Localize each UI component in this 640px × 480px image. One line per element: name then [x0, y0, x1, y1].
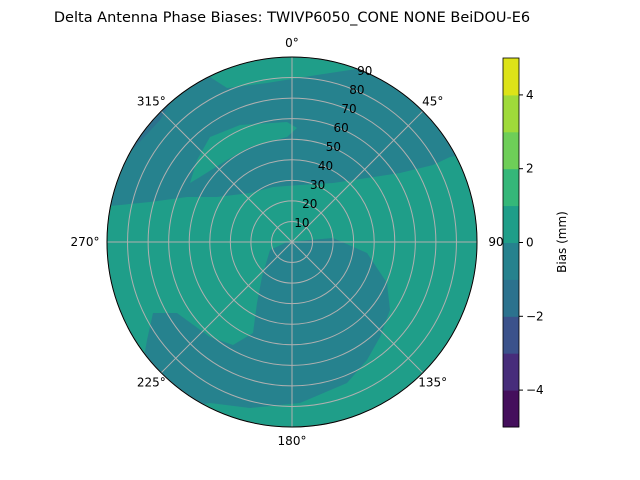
angular-gridline	[291, 241, 424, 374]
contour-region-minus1-to-0	[140, 238, 390, 410]
radial-tick-labels: 10 20 30 40 50 60 70 80 90	[294, 64, 372, 230]
angular-tick-label: 270°	[71, 235, 100, 249]
radial-tick-label: 40	[318, 159, 333, 173]
angular-tick-label: 225°	[137, 376, 166, 390]
colorbar-label: Bias (mm)	[555, 211, 569, 273]
angular-tick-label: 315°	[137, 94, 166, 108]
colorbar-tick-label: −4	[526, 383, 544, 397]
radial-tick-label: 90	[357, 64, 372, 78]
radial-tick-label: 70	[341, 102, 356, 116]
colorbar-bin	[503, 131, 519, 170]
angular-gridline	[160, 110, 293, 243]
colorbar-bin	[503, 58, 519, 96]
colorbar: −4 −2 0 2 4	[502, 57, 544, 428]
colorbar-bin	[503, 242, 519, 280]
colorbar-bin	[503, 316, 519, 354]
colorbar-tick-label: 0	[526, 236, 534, 250]
colorbar-bin	[503, 168, 519, 207]
polar-grid	[106, 56, 478, 428]
radial-tick-label: 30	[310, 178, 325, 192]
colorbar-bin	[503, 205, 519, 243]
angular-gridline	[160, 241, 293, 374]
angular-tick-label: 0°	[285, 36, 299, 50]
colorbar-bin	[503, 94, 519, 133]
angular-tick-label: 180°	[278, 434, 307, 448]
angular-tick-labels: 0°45°90°135°180°225°270°315°	[71, 36, 510, 448]
radial-tick-label: 80	[349, 83, 364, 97]
angular-tick-label: 45°	[422, 94, 443, 108]
colorbar-tick-label: 2	[526, 162, 534, 176]
chart-title: Delta Antenna Phase Biases: TWIVP6050_CO…	[54, 10, 530, 26]
colorbar-bin	[503, 279, 519, 317]
radial-tick-label: 60	[334, 121, 349, 135]
colorbar-tick-label: 4	[526, 88, 534, 102]
colorbar-bin	[503, 390, 519, 428]
radial-tick-label: 20	[302, 197, 317, 211]
angular-tick-label: 135°	[418, 376, 447, 390]
colorbar-tick-label: −2	[526, 309, 544, 323]
radial-tick-label: 50	[326, 140, 341, 154]
angular-gridline	[291, 110, 424, 243]
plot-border	[106, 56, 478, 428]
radial-tick-label: 10	[294, 216, 309, 230]
contour-region-0-to-1	[190, 122, 297, 183]
colorbar-bin	[503, 353, 519, 391]
